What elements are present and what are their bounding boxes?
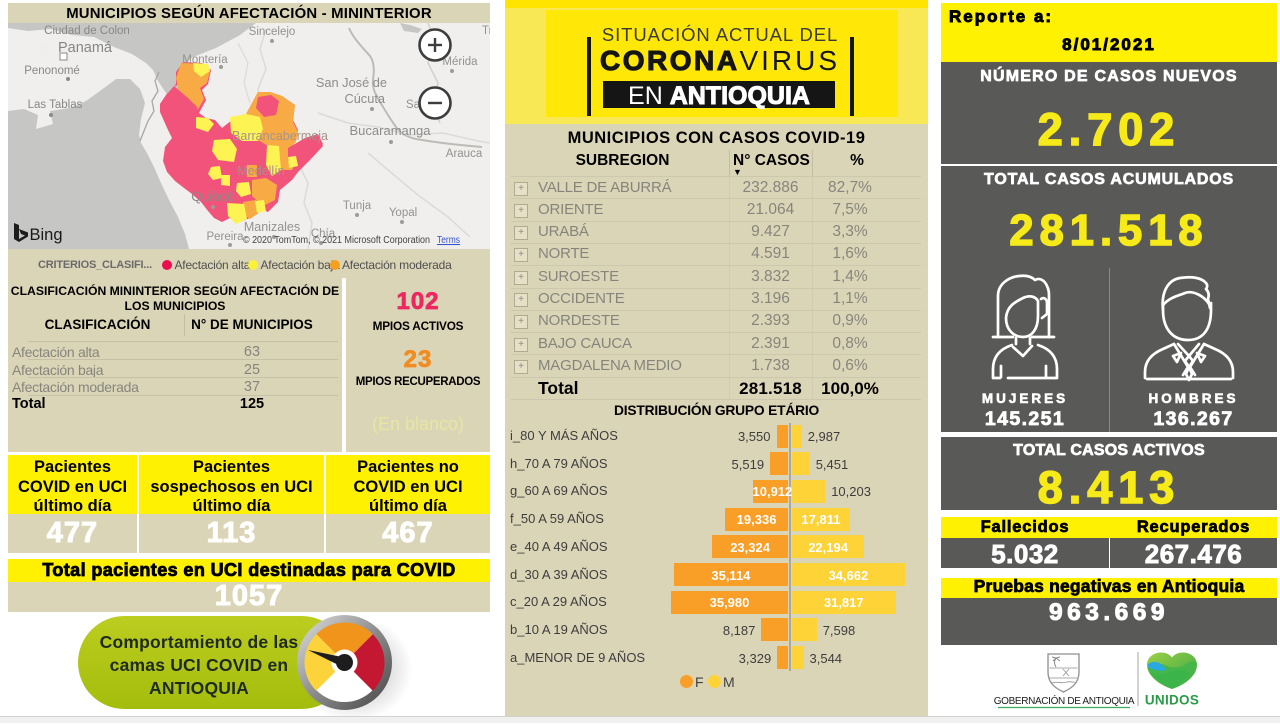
svg-text:UNIDOS: UNIDOS: [1145, 693, 1199, 708]
svg-text:Sincelejo: Sincelejo: [249, 26, 296, 38]
svg-text:Chía: Chía: [311, 228, 336, 240]
svg-text:Montería: Montería: [182, 54, 228, 66]
svg-text:Bucaramanga: Bucaramanga: [350, 123, 432, 138]
svg-text:Bing: Bing: [30, 226, 63, 244]
svg-text:Yopal: Yopal: [389, 207, 417, 219]
svg-text:Manizales: Manizales: [244, 220, 300, 234]
svg-text:Barrancabermeja: Barrancabermeja: [232, 129, 328, 143]
svg-text:Quibdó: Quibdó: [191, 189, 235, 204]
svg-text:Terms: Terms: [437, 234, 460, 246]
svg-text:© 2020 TomTom, © 2021 Microsof: © 2020 TomTom, © 2021 Microsoft Corporat…: [243, 235, 430, 246]
svg-text:Arauca: Arauca: [446, 148, 483, 160]
svg-text:Medellín: Medellín: [237, 164, 284, 178]
svg-text:Tr: Tr: [482, 25, 490, 37]
svg-text:Cúcuta: Cúcuta: [344, 91, 385, 106]
svg-text:San José de: San José de: [316, 75, 387, 90]
svg-text:Mérida: Mérida: [442, 56, 478, 68]
svg-text:GOBERNACIÓN DE ANTIOQUIA: GOBERNACIÓN DE ANTIOQUIA: [994, 694, 1135, 707]
svg-text:Penonomé: Penonomé: [24, 65, 80, 77]
svg-text:Las Tablas: Las Tablas: [28, 99, 83, 111]
svg-text:Panamá: Panamá: [58, 40, 113, 56]
svg-text:Tunja: Tunja: [343, 200, 372, 212]
svg-text:Pereira: Pereira: [206, 231, 244, 243]
svg-text:Ciudad de Colon: Ciudad de Colon: [44, 25, 130, 37]
